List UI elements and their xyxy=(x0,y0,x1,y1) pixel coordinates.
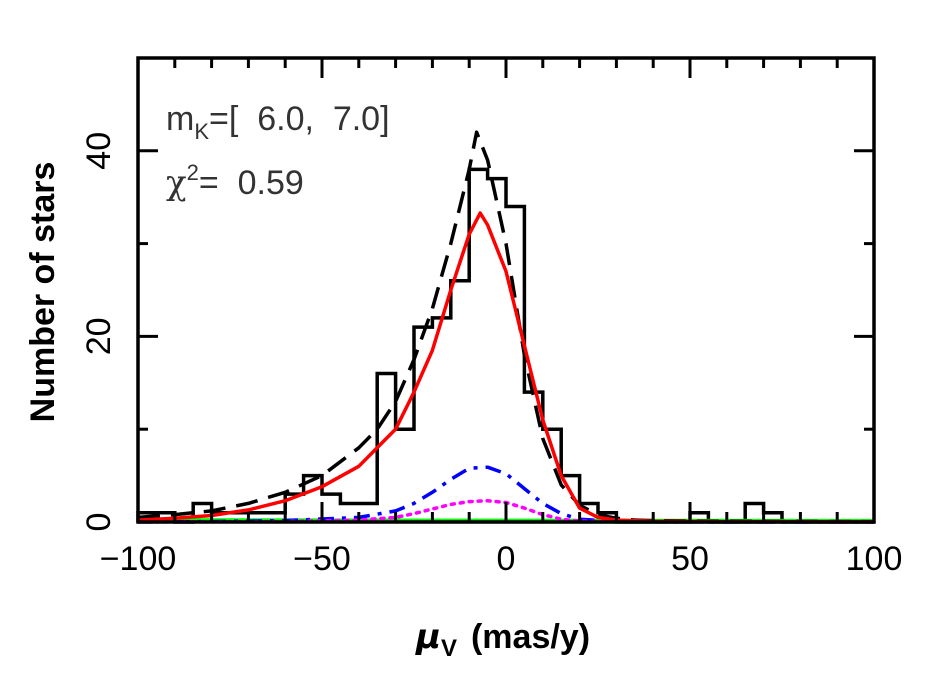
y-tick-label: 40 xyxy=(80,132,118,170)
y-tick-label: 20 xyxy=(80,317,118,355)
histogram-series xyxy=(136,167,874,524)
x-tick-label: 0 xyxy=(497,540,516,578)
magnitude-prefix: m xyxy=(166,100,194,138)
y-axis-title: Number of stars xyxy=(24,162,62,423)
tick-labels: −100 −50 0 50 100 0 20 40 xyxy=(80,132,902,578)
magnitude-annotation: mK=[ 6.0, 7.0] xyxy=(166,100,390,144)
chi-symbol: χ xyxy=(166,163,187,203)
magnitude-range: =[ 6.0, 7.0] xyxy=(209,100,390,138)
chi-superscript: 2 xyxy=(187,160,199,185)
x-tick-label: −100 xyxy=(100,540,177,578)
chi-value: = 0.59 xyxy=(199,164,304,202)
x-axis-title: μV (mas/y) xyxy=(415,617,590,662)
magnitude-subscript: K xyxy=(194,119,209,144)
x-axis-title-subscript: V xyxy=(441,635,457,662)
series-line-dashed-000000 xyxy=(137,130,875,524)
series-line-solid-ff0000 xyxy=(137,211,874,524)
x-axis-title-symbol: μ xyxy=(415,617,441,657)
chi-square-annotation: χ2= 0.59 xyxy=(166,160,304,203)
y-tick-label: 0 xyxy=(80,513,118,532)
x-axis-title-unit: (mas/y) xyxy=(471,618,590,656)
x-tick-label: −50 xyxy=(293,540,351,578)
series-line-dash-dot-0000ff xyxy=(137,465,874,524)
axis-ticks xyxy=(136,56,876,524)
x-tick-label: 50 xyxy=(671,540,709,578)
x-tick-label: 100 xyxy=(846,540,903,578)
